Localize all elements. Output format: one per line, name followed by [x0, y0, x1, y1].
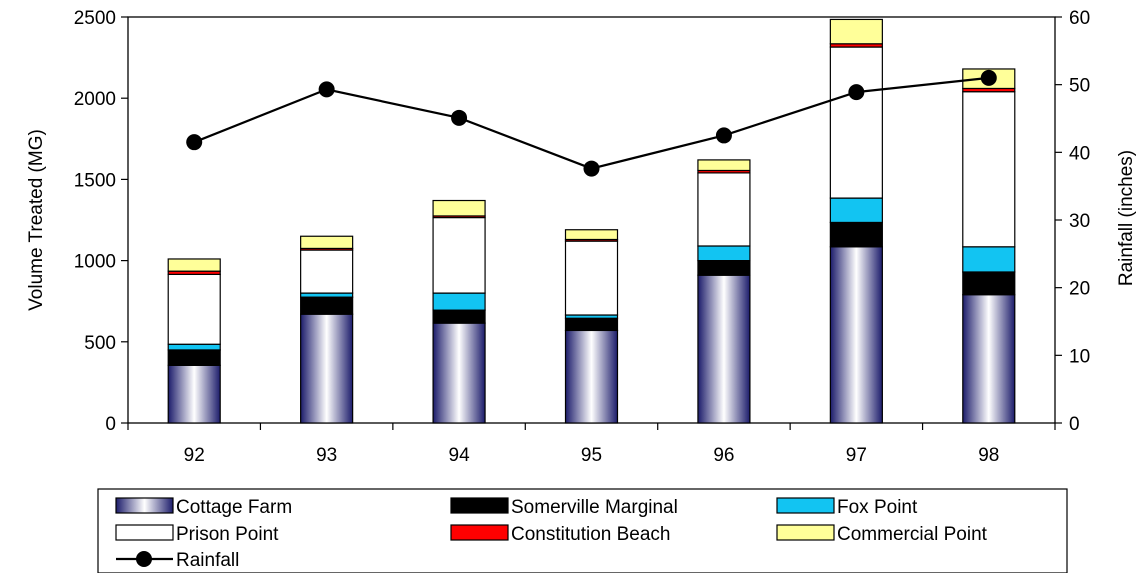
y-tick-label: 0 [105, 414, 116, 435]
legend-label: Rainfall [176, 550, 239, 571]
bar-segment [962, 294, 1016, 424]
rainfall-point [186, 134, 203, 151]
legend-swatch [115, 524, 174, 541]
bar-segment [300, 292, 354, 298]
bar-segment [564, 240, 619, 316]
y2-tick-label: 0 [1069, 414, 1080, 435]
legend-swatch [776, 524, 835, 541]
legend: Cottage Farm Somerville Marginal Fox Point… [97, 488, 1068, 573]
legend-frame [97, 488, 1068, 573]
bar-segment [300, 296, 354, 315]
legend-swatch [450, 497, 509, 514]
bar-segment [962, 91, 1016, 248]
y-tick-label: 500 [84, 333, 116, 354]
bar-segment [167, 273, 221, 345]
bar-segment [697, 159, 751, 172]
bar-segment [564, 229, 619, 241]
y2-tick-label: 30 [1069, 211, 1090, 232]
legend-label: Prison Point [176, 524, 279, 545]
rainfall-point [715, 127, 732, 144]
bar-segment [432, 322, 486, 424]
y-tick-label: 1000 [74, 252, 116, 273]
bar-segment [564, 329, 619, 424]
y2-tick-label: 50 [1069, 76, 1090, 97]
plot-area: 92 93 94 95 96 97 98 0 500 1000 1500 2000 2500 0 10 20 3… [74, 8, 1090, 466]
bar-segment [829, 46, 883, 199]
bar-segment [432, 199, 486, 217]
legend-label: Cottage Farm [176, 497, 292, 518]
legend-label: Constitution Beach [511, 524, 671, 545]
rainfall-point [451, 109, 468, 126]
bar-segment [432, 292, 486, 311]
bar-segment [829, 197, 883, 224]
bar-segment [432, 309, 486, 324]
x-tick-label: 94 [449, 445, 471, 466]
y-tick-label: 1500 [74, 170, 116, 191]
y-tick-label: 2500 [74, 8, 116, 29]
bar-segment [829, 246, 883, 424]
bar-segment [829, 18, 883, 45]
legend-marker [136, 551, 152, 567]
legend-label: Fox Point [837, 497, 918, 518]
bar-segment [167, 349, 221, 366]
bar-segment [167, 343, 221, 351]
x-tick-label: 97 [846, 445, 867, 466]
rainfall-point [318, 81, 335, 98]
rainfall-point [583, 160, 600, 177]
rainfall-point [848, 84, 865, 101]
x-tick-label: 93 [316, 445, 337, 466]
bar-segment [167, 258, 221, 272]
y-axis-title: Volume Treated (MG) [26, 129, 47, 311]
bar-segment [962, 246, 1016, 273]
x-tick-label: 92 [184, 445, 205, 466]
legend-swatch [776, 497, 835, 514]
x-tick-label: 96 [713, 445, 734, 466]
legend-swatch [115, 497, 174, 514]
bar-segment [697, 274, 751, 424]
y2-tick-label: 40 [1069, 143, 1090, 164]
bar-segment [300, 249, 354, 294]
y2-tick-label: 20 [1069, 279, 1090, 300]
y-tick-label: 2000 [74, 89, 116, 110]
bar-segment [962, 271, 1016, 296]
bar-segment [300, 235, 354, 250]
x-tick-label: 95 [581, 445, 602, 466]
bar-segment [697, 245, 751, 262]
y2-tick-label: 60 [1069, 8, 1090, 29]
bar-segment [829, 221, 883, 248]
y2-tick-label: 10 [1069, 346, 1090, 367]
legend-swatch [450, 524, 509, 541]
bar-segment [697, 172, 751, 247]
bar-segment [432, 216, 486, 294]
bar-segment [697, 260, 751, 276]
secondary-y-axis-title: Rainfall (inches) [1116, 150, 1137, 286]
bar-segment [564, 317, 619, 332]
bar-segment [300, 313, 354, 424]
x-tick-label: 98 [978, 445, 999, 466]
bar-segment [167, 364, 221, 424]
rainfall-point [980, 69, 997, 86]
legend-label: Somerville Marginal [511, 497, 678, 518]
legend-label: Commercial Point [837, 524, 988, 545]
